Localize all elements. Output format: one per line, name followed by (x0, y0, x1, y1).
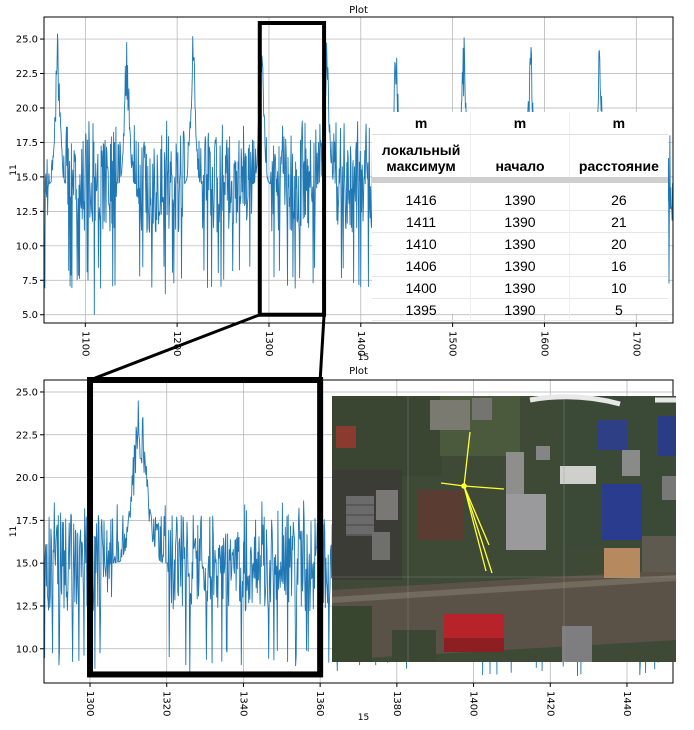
table-cell: 1390 (471, 277, 570, 299)
x-axis-label: 15 (358, 713, 369, 723)
x-tick-label: 1380 (391, 691, 402, 716)
table-cell: 1390 (471, 211, 570, 233)
table-cell: 10 (569, 277, 668, 299)
y-tick-label: 7.5 (22, 276, 38, 287)
table-cell: 1395 (372, 299, 471, 321)
table-cell: 20 (569, 233, 668, 255)
table-cell: 1406 (372, 255, 471, 277)
y-tick-label: 17.5 (16, 516, 38, 527)
y-tick-label: 10.0 (16, 241, 38, 252)
y-axis-label: 11 (9, 164, 19, 175)
x-tick-label: 1320 (161, 691, 172, 716)
header-row: локальный максимум начало расстояние (372, 135, 668, 181)
x-tick-label: 1420 (544, 691, 555, 716)
table-row: 1395 1390 5 (372, 299, 668, 321)
table-row: 1411 1390 21 (372, 211, 668, 233)
y-tick-label: 5.0 (22, 310, 38, 321)
x-tick-label: 1440 (621, 691, 632, 716)
table-cell: 21 (569, 211, 668, 233)
column-header-start: начало (471, 135, 570, 181)
x-tick-label: 1300 (84, 691, 95, 716)
x-tick-label: 1300 (263, 331, 274, 356)
column-header-local-max: локальный максимум (372, 135, 471, 181)
y-axis-label: 11 (9, 526, 19, 537)
y-tick-label: 25.0 (16, 387, 38, 398)
column-header-distance: расстояние (569, 135, 668, 181)
chart-title: Plot (349, 5, 368, 16)
table-cell: 1411 (372, 211, 471, 233)
y-tick-label: 20.0 (16, 103, 38, 114)
table-cell: 1390 (471, 299, 570, 321)
y-tick-label: 22.5 (16, 69, 38, 80)
satellite-map-image (332, 396, 676, 662)
y-tick-label: 12.5 (16, 601, 38, 612)
zoom-connector-right (320, 315, 324, 380)
y-tick-label: 10.0 (16, 644, 38, 655)
x-tick-label: 1600 (538, 331, 549, 356)
chart-title: Plot (349, 366, 368, 377)
table-row: 1416 1390 26 (372, 189, 668, 211)
table-cell: 1390 (471, 255, 570, 277)
unit-cell: m (372, 112, 471, 135)
x-tick-label: 1340 (237, 691, 248, 716)
y-tick-label: 20.0 (16, 473, 38, 484)
table-row: 1406 1390 16 (372, 255, 668, 277)
y-tick-label: 25.0 (16, 35, 38, 46)
table-cell: 1390 (471, 233, 570, 255)
table-row: 1400 1390 10 (372, 277, 668, 299)
table-cell: 1390 (471, 189, 570, 211)
x-axis-label: 15 (358, 353, 369, 363)
unit-cell: m (569, 112, 668, 135)
table-cell: 1410 (372, 233, 471, 255)
units-row: m m m (372, 112, 668, 135)
x-tick-label: 1100 (79, 331, 90, 356)
table-spacer (372, 180, 668, 189)
y-tick-label: 12.5 (16, 207, 38, 218)
table-cell: 1416 (372, 189, 471, 211)
unit-cell: m (471, 112, 570, 135)
x-tick-label: 1360 (314, 691, 325, 716)
table-cell: 16 (569, 255, 668, 277)
y-tick-label: 15.0 (16, 172, 38, 183)
table-row: 1410 1390 20 (372, 233, 668, 255)
table-cell: 26 (569, 189, 668, 211)
x-tick-label: 1500 (447, 331, 458, 356)
y-tick-label: 17.5 (16, 138, 38, 149)
x-tick-label: 1400 (468, 691, 479, 716)
table-cell: 1400 (372, 277, 471, 299)
table-cell: 5 (569, 299, 668, 321)
zoom-connector-left (90, 315, 260, 380)
x-tick-label: 1700 (630, 331, 641, 356)
y-tick-label: 22.5 (16, 430, 38, 441)
distance-table: m m m локальный максимум начало расстоян… (372, 112, 668, 314)
y-tick-label: 15.0 (16, 559, 38, 570)
